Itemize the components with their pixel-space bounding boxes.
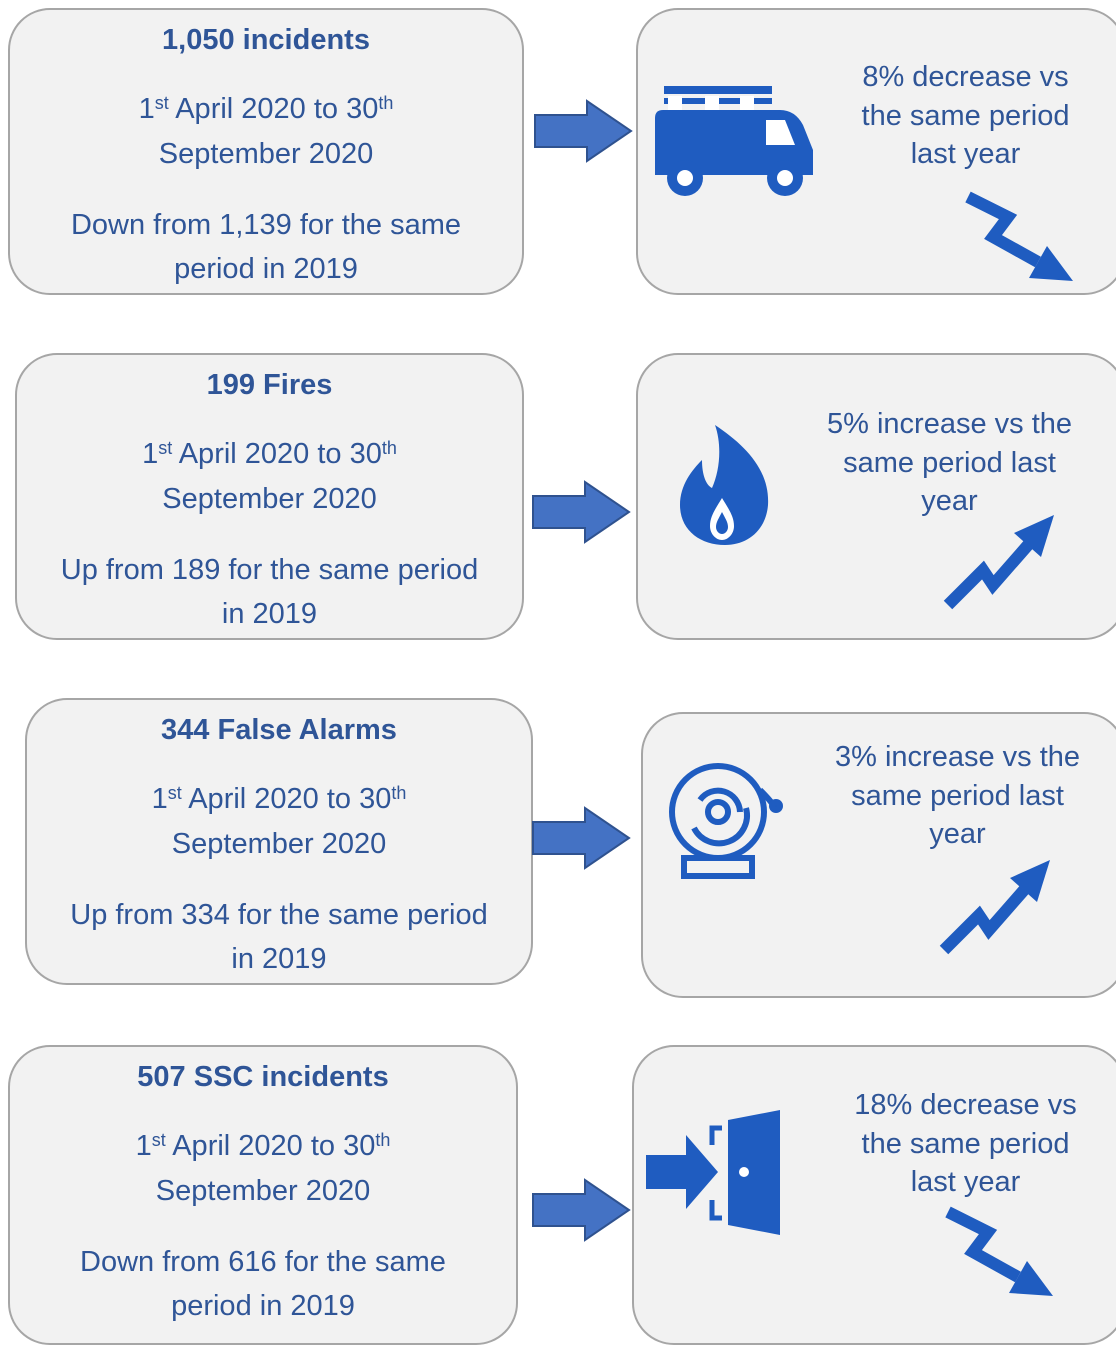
text: th <box>381 438 397 458</box>
date-range: 1st April 2020 to 30th September 2020 <box>27 777 531 867</box>
summary-box: 507 SSC incidents 1st April 2020 to 30th… <box>8 1045 518 1345</box>
trend-arrow <box>968 197 1073 281</box>
door-icon <box>646 1110 780 1235</box>
text: th <box>378 93 394 113</box>
change-text: 5% increase vs the same period last year <box>827 408 1073 517</box>
title: 199 Fires <box>206 369 333 401</box>
text: September 2020 <box>171 828 387 860</box>
trend-arrow <box>944 860 1050 950</box>
flow-arrow <box>532 1179 630 1241</box>
flow-arrow <box>532 481 630 543</box>
trend-arrow <box>948 515 1054 605</box>
comparison: Down from 616 for the same period in 201… <box>80 1246 446 1322</box>
text: September 2020 <box>162 483 377 515</box>
summary-box: 344 False Alarms 1st April 2020 to 30th … <box>25 698 533 985</box>
text: th <box>375 1130 391 1150</box>
text: April 2020 to 30 <box>188 783 392 815</box>
title: 344 False Alarms <box>161 714 397 746</box>
change-box <box>632 1045 1116 1345</box>
flow-arrow <box>534 100 632 162</box>
fire-engine-icon <box>655 86 813 196</box>
comparison: Up from 189 for the same period in 2019 <box>60 554 479 630</box>
text: April 2020 to 30 <box>175 93 379 125</box>
comparison: Up from 334 for the same period in 2019 <box>70 899 488 975</box>
text: September 2020 <box>158 138 374 170</box>
text: 1 <box>142 438 159 470</box>
text: th <box>391 783 407 803</box>
text: st <box>167 783 182 803</box>
change-text: 8% decrease vs the same period last year <box>861 61 1070 170</box>
text: 1 <box>151 783 168 815</box>
date-range: 1st April 2020 to 30th September 2020 <box>10 1124 516 1214</box>
comparison: Down from 1,139 for the same period in 2… <box>70 209 462 285</box>
change-box <box>636 353 1116 640</box>
trend-arrow <box>948 1212 1053 1296</box>
text: 1 <box>135 1130 152 1162</box>
flow-arrow <box>532 807 630 869</box>
change-text: 18% decrease vs the same period last yea… <box>854 1089 1077 1198</box>
title: 1,050 incidents <box>162 24 370 56</box>
text: April 2020 to 30 <box>172 1130 376 1162</box>
text: st <box>151 1130 166 1150</box>
text: September 2020 <box>155 1175 371 1207</box>
text: st <box>154 93 169 113</box>
alarm-bell-icon <box>669 763 783 879</box>
date-range: 1st April 2020 to 30th September 2020 <box>17 432 522 522</box>
summary-box: 1,050 incidents 1st April 2020 to 30th S… <box>8 8 524 295</box>
title: 507 SSC incidents <box>137 1061 389 1093</box>
summary-box: 199 Fires 1st April 2020 to 30th Septemb… <box>15 353 524 640</box>
text: April 2020 to 30 <box>178 438 382 470</box>
text: 1 <box>138 93 155 125</box>
text: st <box>158 438 173 458</box>
flame-icon <box>680 425 769 545</box>
change-text: 3% increase vs the same period last year <box>835 741 1081 850</box>
date-range: 1st April 2020 to 30th September 2020 <box>10 87 522 177</box>
